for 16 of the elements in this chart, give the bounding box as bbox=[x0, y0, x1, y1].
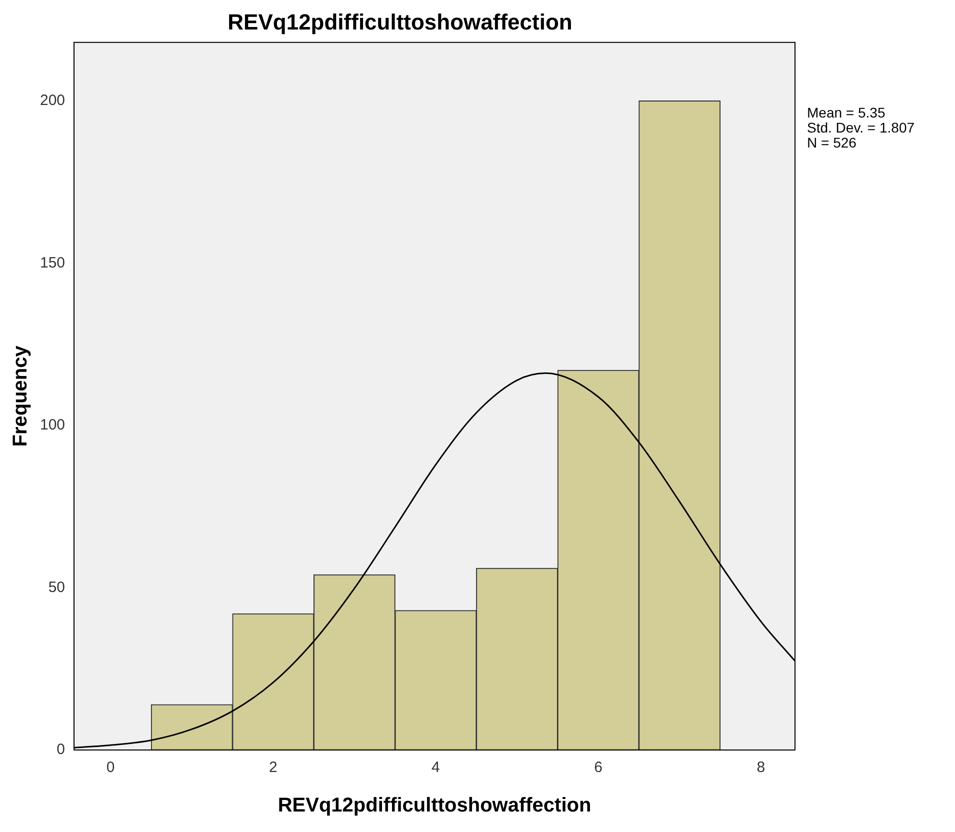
x-tick-label: 0 bbox=[106, 759, 115, 776]
text: N = 526 bbox=[807, 134, 857, 150]
y-tick-label: 0 bbox=[56, 741, 66, 758]
x-tick-label: 2 bbox=[268, 759, 278, 776]
x-tick-label: 4 bbox=[432, 759, 440, 776]
text: Std. Dev. = 1.807 bbox=[807, 119, 915, 136]
y-axis-title: Frequency bbox=[10, 344, 32, 447]
text: Mean = 5.35 bbox=[807, 104, 886, 120]
y-tick-label: 100 bbox=[40, 416, 66, 434]
chart-title: REVq12pdifficulttoshowaffection bbox=[228, 9, 572, 34]
y-tick-label: 50 bbox=[48, 578, 66, 596]
y-tick-label: 150 bbox=[40, 254, 66, 272]
y-tick-label: 200 bbox=[40, 92, 66, 109]
x-tick-label: 8 bbox=[756, 759, 766, 776]
x-tick-label: 6 bbox=[594, 759, 602, 776]
x-axis-title: REVq12pdifficulttoshowaffection bbox=[278, 794, 592, 817]
